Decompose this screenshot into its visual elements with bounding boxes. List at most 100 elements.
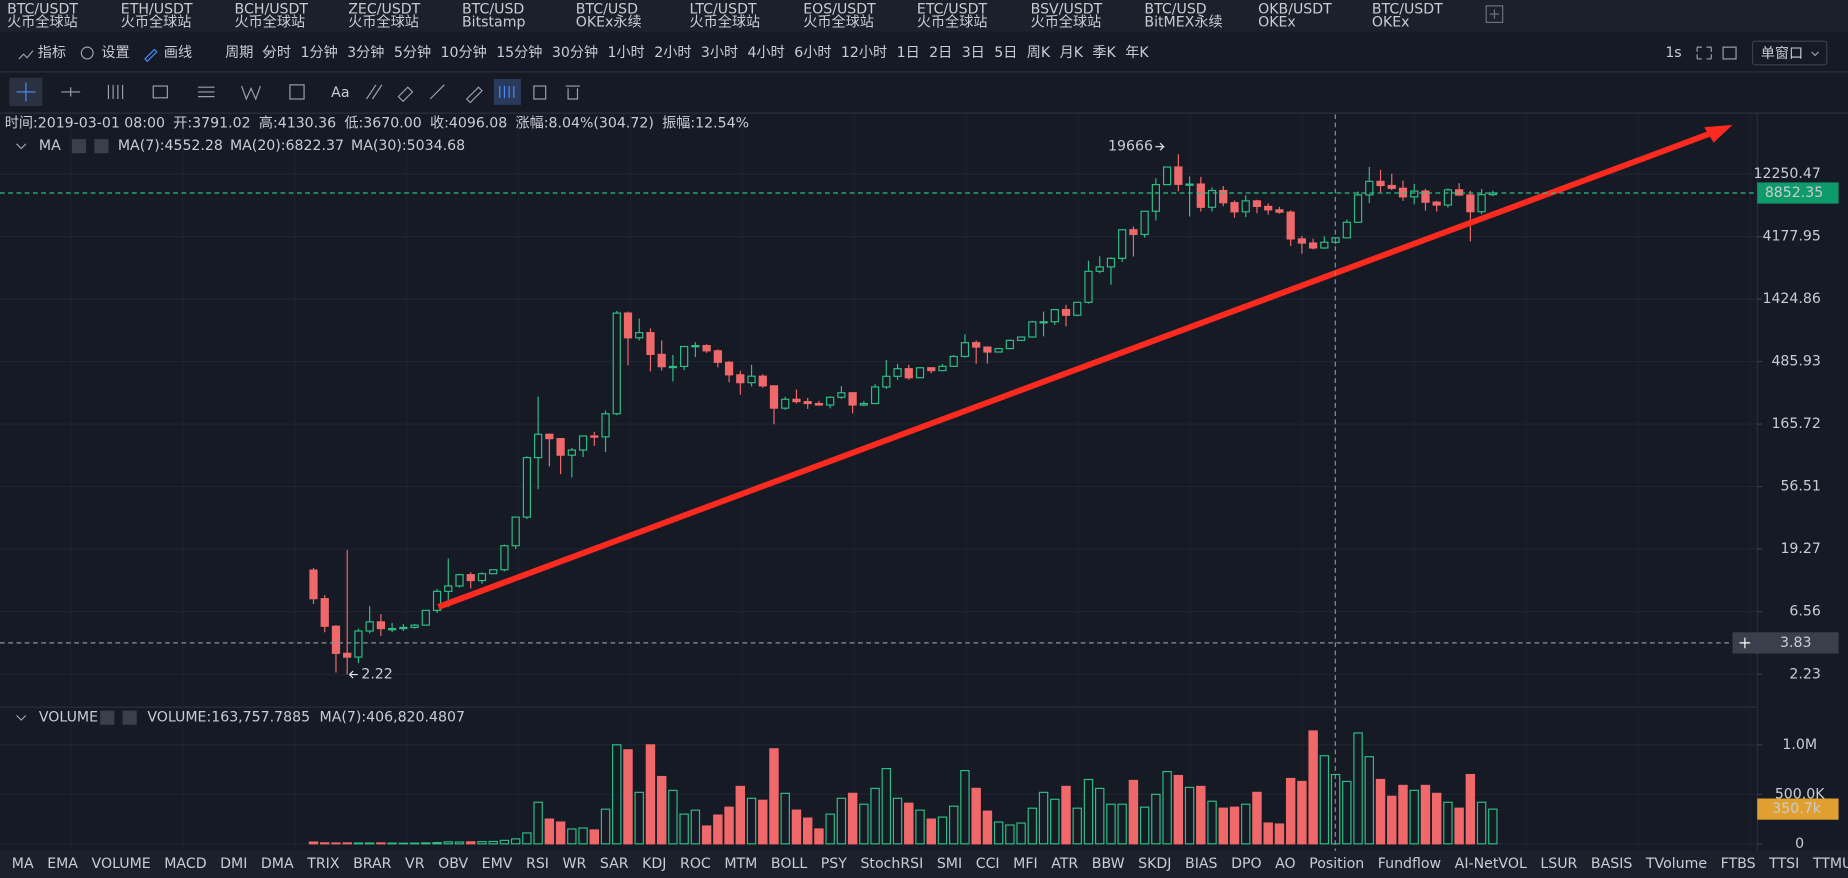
indicator-tab[interactable]: BRAR (353, 856, 392, 872)
draw-icon[interactable] (144, 48, 158, 63)
settings-icon[interactable] (80, 46, 94, 60)
indicator-tab[interactable]: DPO (1231, 856, 1262, 872)
period[interactable]: 5分钟 (394, 44, 431, 61)
tab-pair[interactable]: BTC/USDT (7, 1, 78, 17)
text-tool[interactable]: Aa (331, 85, 349, 101)
indicator-tab[interactable]: VOLUME (92, 856, 151, 872)
tab-pair[interactable]: LTC/USDT (689, 1, 757, 17)
indicator-tab[interactable]: TTMU (1812, 856, 1848, 872)
period[interactable]: 30分钟 (552, 44, 598, 61)
indicator-tab[interactable]: MFI (1013, 856, 1037, 872)
indicator-tab[interactable]: SKDJ (1138, 856, 1171, 872)
indicator-tab[interactable]: DMI (220, 856, 247, 872)
tool-fib[interactable] (198, 86, 215, 98)
tab-pair[interactable]: ETH/USDT (121, 1, 193, 17)
indicator-tab[interactable]: StochRSI (860, 856, 923, 872)
tool-vlines[interactable] (107, 84, 124, 99)
period[interactable]: 2小时 (654, 45, 691, 61)
indicator-tab[interactable]: MTM (724, 856, 757, 872)
period[interactable]: 月K (1060, 45, 1084, 61)
indicator-tab[interactable]: Position (1309, 856, 1364, 872)
period[interactable]: 1分钟 (300, 44, 337, 61)
legend-icon[interactable] (94, 139, 109, 154)
period[interactable]: 季K (1092, 45, 1116, 61)
period[interactable]: 年K (1125, 45, 1149, 61)
tool-measure[interactable] (289, 84, 305, 100)
indicator-tab[interactable]: DMA (261, 856, 294, 872)
tab-pair[interactable]: EOS/USDT (803, 1, 876, 17)
indicator-tab[interactable]: LSUR (1540, 856, 1577, 872)
indicator-tab[interactable]: EMV (482, 856, 513, 872)
tool-wave[interactable] (241, 85, 262, 101)
period[interactable]: 周K (1027, 45, 1051, 61)
indicator-tab[interactable]: BASIS (1591, 856, 1632, 872)
period[interactable]: 10分钟 (441, 44, 487, 61)
legend-icon[interactable] (100, 710, 115, 725)
indicator-tab[interactable]: PSY (821, 856, 847, 872)
tab-pair[interactable]: ZEC/USDT (348, 1, 420, 17)
period[interactable]: 1小时 (608, 45, 645, 61)
period[interactable]: 3小时 (701, 45, 738, 61)
indicator-tab[interactable]: TVolume (1645, 856, 1707, 872)
indicator-tab[interactable]: TRIX (306, 856, 340, 872)
window-mode-box[interactable] (1751, 40, 1828, 66)
indicator-icon[interactable] (18, 50, 34, 60)
period[interactable]: 2日 (929, 45, 952, 61)
tool-magnet[interactable] (397, 86, 414, 103)
tab-pair[interactable]: ETC/USDT (917, 1, 988, 17)
snapshot-icon[interactable] (1722, 46, 1737, 60)
tab-pair[interactable]: BCH/USDT (235, 1, 309, 17)
legend-icon[interactable] (71, 139, 87, 154)
tab-pair[interactable]: BTC/USDT (1372, 1, 1443, 17)
indicator-tab[interactable]: BIAS (1185, 856, 1218, 872)
indicator-tab[interactable]: TTSI (1768, 856, 1799, 872)
window-mode[interactable]: 单窗口 (1761, 45, 1803, 62)
indicator-tab[interactable]: KDJ (642, 856, 666, 872)
indicator-tab[interactable]: MA (12, 856, 34, 872)
toolbar-item[interactable]: 指标 (38, 45, 66, 61)
indicator-tab[interactable]: BOLL (771, 856, 807, 872)
indicator-tab[interactable]: SAR (600, 856, 629, 872)
indicator-tab[interactable]: Fundflow (1378, 856, 1441, 872)
tool-lock[interactable] (533, 85, 547, 100)
indicator-tab[interactable]: MACD (164, 856, 206, 872)
indicator-tab[interactable]: VR (405, 856, 425, 872)
tool-rect[interactable] (152, 85, 168, 99)
tab-pair[interactable]: OKB/USDT (1258, 1, 1332, 17)
refresh[interactable]: 1s (1665, 45, 1681, 61)
indicator-tab[interactable]: SMI (937, 856, 962, 872)
period[interactable]: 分时 (263, 45, 291, 61)
fullscreen-icon[interactable] (1696, 46, 1712, 60)
tool-pen[interactable] (465, 86, 483, 104)
indicator-tab[interactable]: FTBS (1721, 856, 1756, 872)
tab-pair[interactable]: BTC/USD (1144, 1, 1206, 17)
period[interactable]: 15分钟 (496, 44, 542, 61)
tool-cross[interactable] (16, 82, 36, 102)
tool-ruler[interactable] (429, 84, 445, 100)
add-tab[interactable] (1485, 5, 1504, 23)
period[interactable]: 6小时 (794, 45, 831, 61)
indicator-tab[interactable]: WR (563, 856, 587, 872)
indicator-tab[interactable]: AI-NetVOL (1455, 856, 1527, 872)
indicator-tab[interactable]: AO (1275, 856, 1296, 872)
tool-bars[interactable] (499, 86, 515, 98)
legend-icon[interactable] (122, 710, 137, 725)
indicator-tab[interactable]: EMA (47, 856, 78, 872)
toolbar-item[interactable]: 设置 (101, 45, 129, 61)
tab-pair[interactable]: BTC/USD (462, 1, 524, 17)
period[interactable]: 12小时 (841, 45, 887, 61)
indicator-tab[interactable]: BBW (1092, 856, 1125, 872)
period[interactable]: 3分钟 (347, 44, 384, 61)
period[interactable]: 5日 (994, 45, 1017, 61)
period[interactable]: 4小时 (748, 45, 785, 61)
collapse-icon[interactable] (16, 714, 27, 721)
toolbar-item[interactable]: 画线 (164, 45, 192, 61)
indicator-tab[interactable]: ATR (1051, 856, 1078, 872)
indicator-tab[interactable]: ROC (680, 856, 711, 872)
tool-path[interactable] (366, 84, 383, 100)
indicator-tab[interactable]: RSI (526, 856, 549, 872)
indicator-tab[interactable]: CCI (976, 856, 1000, 872)
tool-hline[interactable] (61, 87, 81, 97)
tool-delete[interactable] (565, 85, 580, 100)
collapse-icon[interactable] (16, 143, 27, 150)
